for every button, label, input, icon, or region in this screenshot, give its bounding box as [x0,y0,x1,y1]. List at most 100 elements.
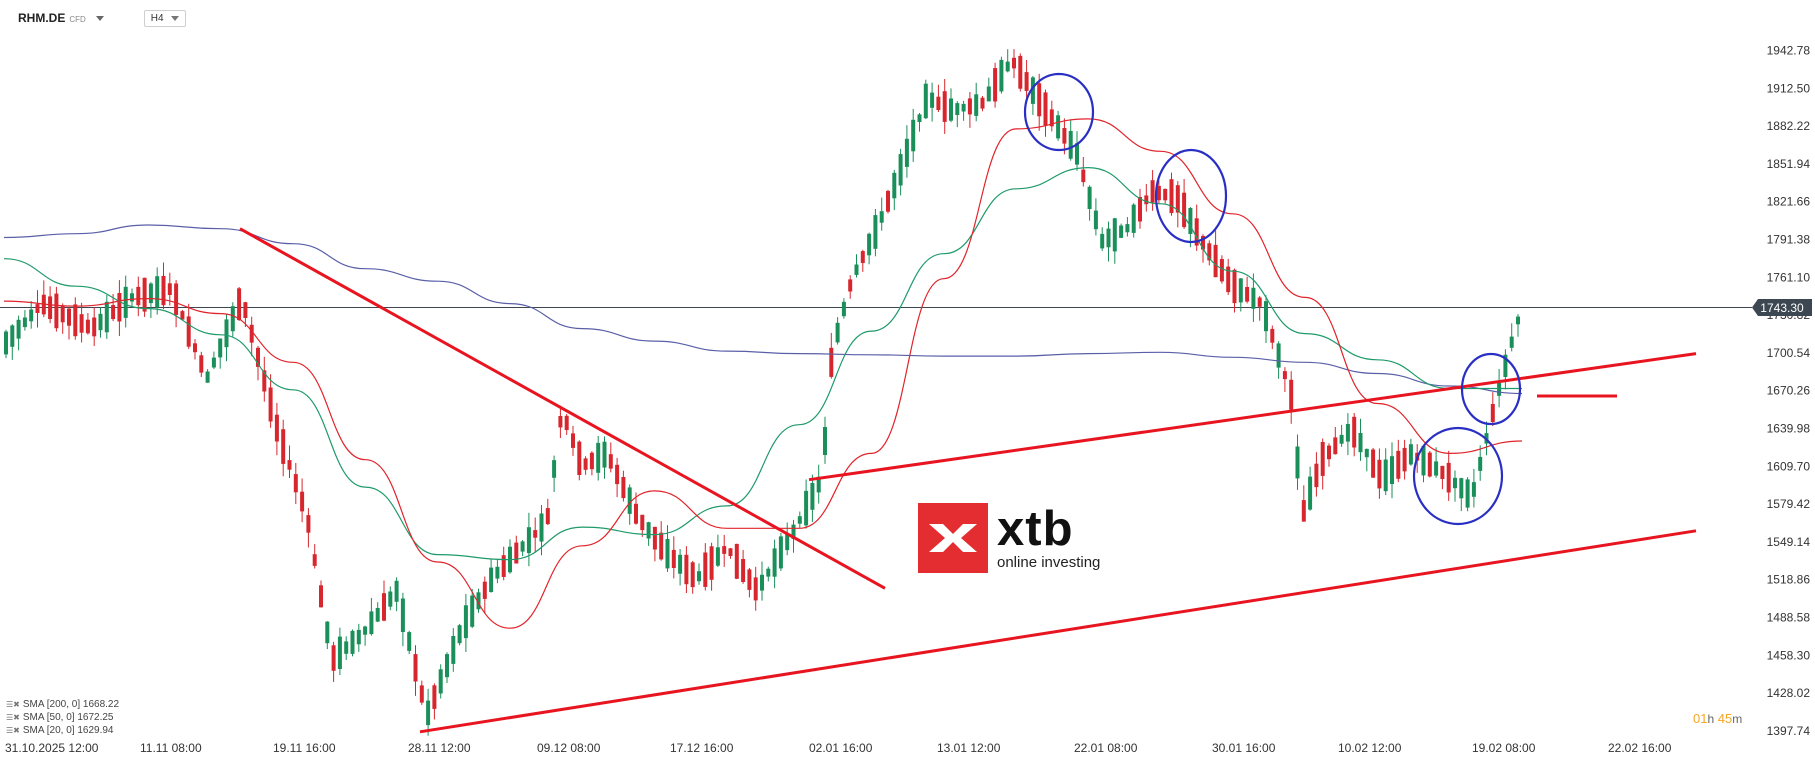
candle-up [104,295,109,339]
settings-icon[interactable]: ☰✖ [6,713,20,722]
candle-up [797,511,802,529]
candle-up [917,113,922,132]
candle-up [974,82,979,122]
candle-down [690,560,695,594]
candle-up [1056,110,1061,141]
settings-icon[interactable]: ☰✖ [6,700,20,709]
legend-item-sma20[interactable]: ☰✖ SMA [20, 0] 1629.94 [6,724,119,737]
candle-down [60,303,65,334]
candle-down [413,645,418,696]
candle-up [835,317,840,345]
y-tick-label: 1488.58 [1767,611,1811,625]
xtb-logo-mark-icon [918,503,988,573]
candle-up [1390,442,1394,499]
legend-label: SMA [20, 0] 1629.94 [22,725,114,736]
candle-up [930,82,935,122]
candle-up [1339,424,1344,447]
countdown-hours: 01 [1693,711,1708,726]
candle-up [1308,466,1313,511]
candle-down [249,316,254,357]
x-tick-label: 28.11 12:00 [408,741,471,755]
candle-up [1005,49,1010,73]
candle-down [1018,53,1023,92]
candle-up [778,533,783,571]
candle-down [577,440,582,481]
candle-down [117,280,122,336]
candle-up [841,298,846,319]
candle-down [142,277,147,317]
candle-up [1276,341,1281,379]
candle-down [54,286,59,332]
candle-down [558,405,563,438]
candle-up [363,625,368,646]
candle-down [652,526,657,562]
candle-up [1131,203,1136,238]
candle-up [356,623,361,652]
candle-down [1207,240,1212,266]
symbol-type-label: CFD [69,15,86,24]
candle-down [829,332,834,379]
candle-up [766,566,771,582]
candle-down [1175,181,1180,228]
y-tick-label: 1942.78 [1767,44,1811,58]
candle-up [816,464,821,504]
candle-up [552,455,557,492]
candle-up [1030,75,1035,115]
candle-down [237,287,242,321]
candle-up [123,275,128,328]
legend-item-sma50[interactable]: ☰✖ SMA [50, 0] 1672.25 [6,711,119,724]
x-tick-label: 19.11 16:00 [273,741,336,755]
x-tick-label: 10.02 12:00 [1338,741,1402,755]
candle-up [1068,120,1073,161]
candle-down [545,498,550,526]
y-tick-label: 1428.02 [1767,686,1811,700]
x-tick-label: 30.01 16:00 [1212,741,1276,755]
x-axis: 31.10.2025 12:00 11.11 08:00 19.11 16:00 28… [5,741,1672,755]
candle-up [596,436,601,481]
sma-lines-group [3,118,1523,629]
candle-up [1364,448,1369,472]
candle-down [1352,413,1357,457]
y-tick-label: 1882.22 [1767,119,1811,133]
candle-up [508,539,512,574]
candle-down [1194,204,1199,251]
candle-up [823,416,827,464]
settings-icon[interactable]: ☰✖ [6,726,20,735]
candle-up [1503,349,1508,390]
candle-up [1471,468,1476,508]
candle-down [1270,325,1275,350]
candle-down [703,543,708,591]
candle-up [155,267,160,315]
sma200-line [3,224,1523,395]
candle-down [640,514,645,537]
candle-down [1024,60,1029,103]
candle-up [10,324,15,360]
candle-up [1238,278,1243,312]
candle-down [243,301,248,327]
candle-up [1125,217,1130,237]
annotation-circle [1412,426,1504,526]
candle-up [785,522,790,556]
candle-down [533,517,538,553]
symbol-label[interactable]: RHM.DE [18,11,66,25]
candles-group [4,49,1520,736]
candle-up [426,688,431,736]
annotation-circle [1154,148,1228,244]
candle-down [432,683,437,720]
timeframe-select[interactable]: H4 [143,9,186,27]
candle-up [665,525,670,572]
candle-up [772,539,777,589]
candle-down [79,302,84,343]
candle-up [451,628,456,672]
trendline [239,227,886,590]
candle-down [1257,296,1262,321]
candle-up [400,592,405,647]
candle-down [1333,427,1338,455]
symbol-dropdown-icon[interactable] [95,15,104,21]
trendline [808,352,1697,482]
candle-up [867,232,872,265]
legend-item-sma200[interactable]: ☰✖ SMA [200, 0] 1668.22 [6,698,119,711]
candle-up [130,288,134,307]
candle-up [1465,477,1470,512]
